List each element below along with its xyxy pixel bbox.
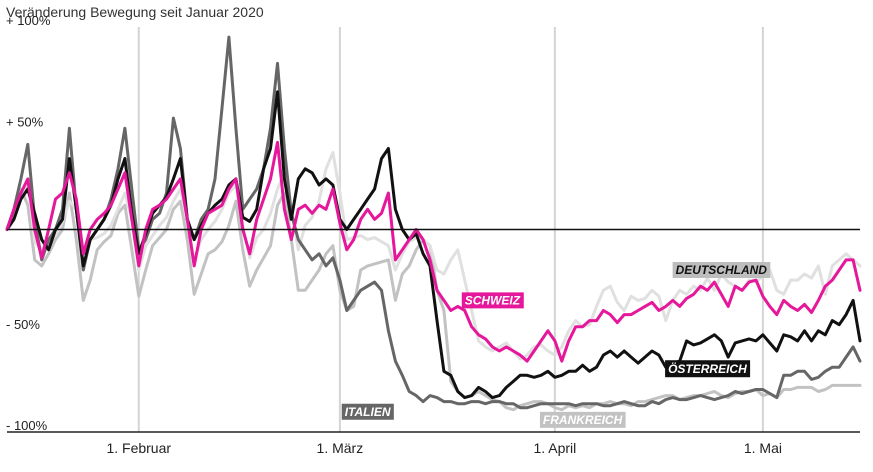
- series-label-text: ITALIEN: [345, 405, 391, 419]
- series-label-background: [665, 360, 751, 378]
- y-tick-label: - 50%: [6, 317, 40, 332]
- series-label-oesterreich: ÖSTERREICH: [665, 360, 751, 378]
- series-label-background: [461, 292, 524, 309]
- x-tick-label: 1. April: [533, 440, 576, 456]
- chart-title: Veränderung Bewegung seit Januar 2020: [6, 4, 264, 20]
- series-label-frankreich: FRANKREICH: [539, 411, 626, 428]
- series-label-background: [341, 403, 394, 420]
- series-label-background: [672, 262, 771, 278]
- series-label-deutschland: DEUTSCHLAND: [672, 262, 771, 278]
- series-line-schweiz: [5, 140, 862, 363]
- series-label-text: DEUTSCHLAND: [676, 263, 768, 277]
- series-labels: DEUTSCHLAND SCHWEIZ ÖSTERREICH ITALIEN FRANK…: [341, 262, 771, 428]
- series-label-text: ÖSTERREICH: [668, 361, 747, 376]
- x-tick-label: 1. Februar: [106, 440, 171, 456]
- x-tick-label: 1. März: [317, 440, 364, 456]
- series-line-deutschland: [5, 151, 862, 361]
- series-label-text: FRANKREICH: [543, 413, 623, 427]
- series-group: [5, 35, 862, 412]
- y-tick-label: - 100%: [6, 418, 48, 433]
- y-tick-label: + 100%: [6, 13, 51, 28]
- series-label-schweiz: SCHWEIZ: [461, 292, 524, 309]
- series-label-italien: ITALIEN: [341, 403, 394, 420]
- series-label-background: [539, 411, 626, 428]
- axes: 1. Februar 1. März 1. April 1. Mai + 100% + 5…: [6, 13, 860, 456]
- y-tick-label: + 50%: [6, 114, 44, 129]
- x-tick-label: 1. Mai: [744, 440, 782, 456]
- series-label-text: SCHWEIZ: [465, 293, 521, 307]
- series-line-frankreich: [5, 187, 862, 412]
